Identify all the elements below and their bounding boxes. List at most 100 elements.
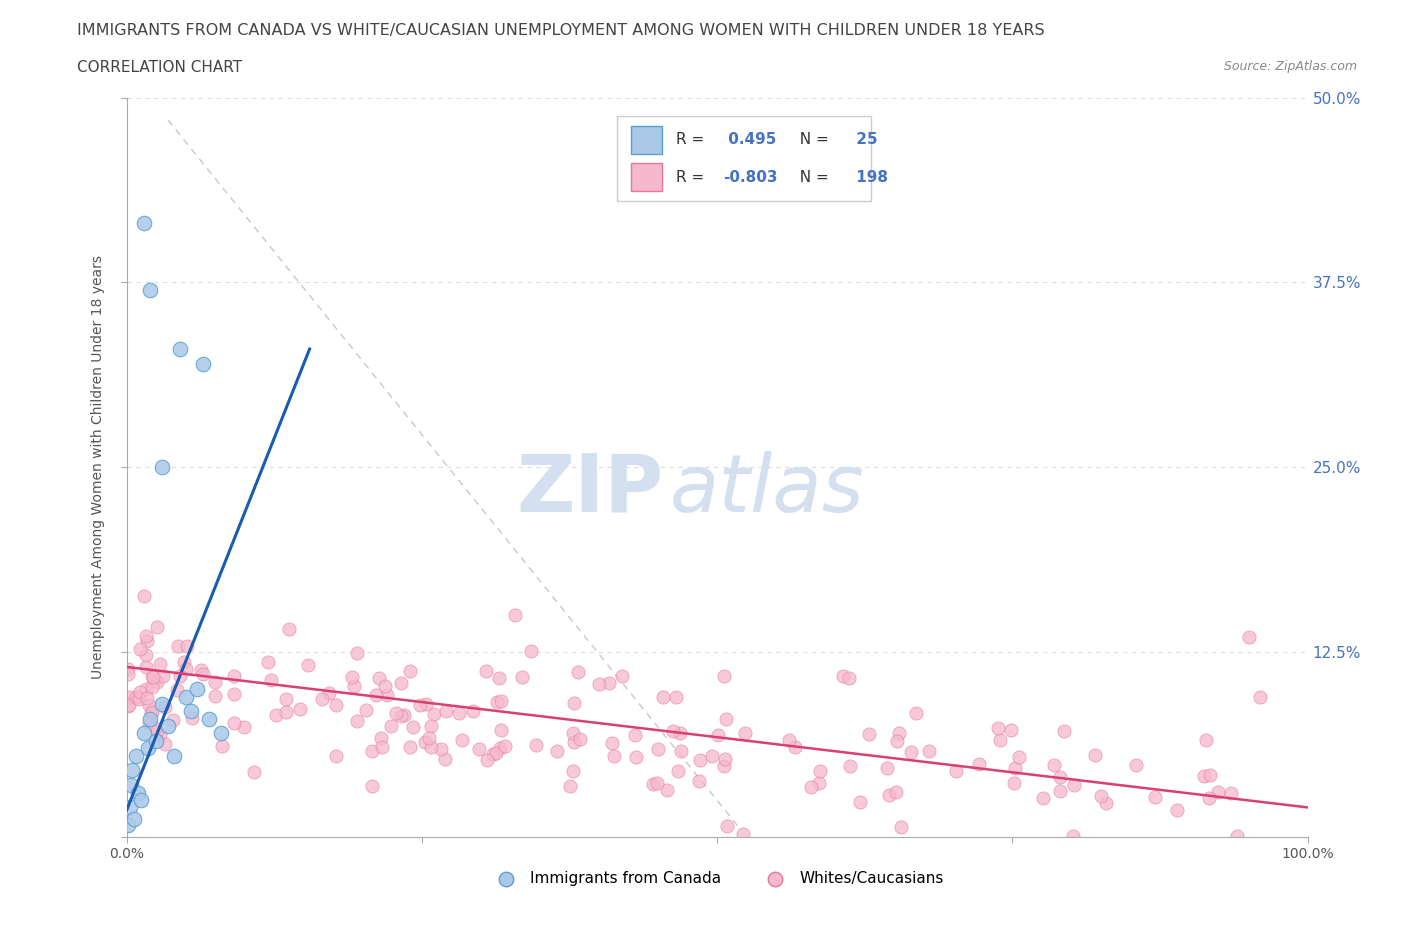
Point [1090, 789, 1112, 804]
Point [128, 684, 150, 699]
Point [191, 667, 214, 682]
Point [624, 750, 647, 764]
Point [800, 779, 823, 794]
Point [655, 782, 678, 797]
Point [117, 667, 139, 682]
Point [600, 736, 623, 751]
Point [135, 659, 157, 674]
Point [623, 727, 645, 742]
Point [118, 698, 141, 712]
Point [146, 674, 169, 689]
Point [503, 608, 526, 623]
Point [117, 661, 139, 676]
Point [988, 733, 1011, 748]
Point [494, 738, 516, 753]
Point [560, 778, 582, 793]
Legend: Immigrants from Canada, Whites/Caucasians: Immigrants from Canada, Whites/Caucasian… [485, 865, 949, 892]
Point [1208, 784, 1230, 799]
Point [967, 757, 990, 772]
Point [491, 723, 513, 737]
Point [141, 706, 163, 721]
Point [562, 725, 585, 740]
FancyBboxPatch shape [617, 116, 870, 201]
Point [141, 680, 163, 695]
Point [117, 698, 139, 713]
Point [134, 216, 156, 231]
Point [274, 704, 297, 719]
Point [1053, 724, 1076, 738]
FancyBboxPatch shape [631, 126, 662, 154]
Point [136, 741, 159, 756]
Point [318, 685, 340, 700]
Point [149, 657, 172, 671]
Point [139, 711, 162, 726]
Point [135, 628, 157, 643]
Point [510, 670, 533, 684]
Point [641, 777, 664, 792]
Point [714, 751, 737, 766]
Point [325, 698, 347, 712]
Point [714, 711, 737, 726]
Point [491, 693, 513, 708]
Point [374, 678, 396, 693]
Point [987, 721, 1010, 736]
Point [485, 694, 508, 709]
Point [169, 341, 191, 356]
Point [256, 655, 278, 670]
Point [181, 711, 204, 725]
Text: CORRELATION CHART: CORRELATION CHART [77, 60, 242, 75]
Point [481, 747, 503, 762]
Point [918, 744, 941, 759]
Point [716, 818, 738, 833]
Point [122, 812, 145, 827]
Text: Source: ZipAtlas.com: Source: ZipAtlas.com [1223, 60, 1357, 73]
Point [1095, 796, 1118, 811]
Text: N =: N = [790, 132, 834, 148]
Point [1063, 777, 1085, 792]
Point [385, 706, 408, 721]
Point [415, 697, 437, 711]
Point [163, 749, 186, 764]
Point [423, 707, 446, 722]
Point [150, 460, 173, 474]
Text: IMMIGRANTS FROM CANADA VS WHITE/CAUCASIAN UNEMPLOYMENT AMONG WOMEN WITH CHILDREN: IMMIGRANTS FROM CANADA VS WHITE/CAUCASIA… [77, 23, 1045, 38]
Point [169, 669, 191, 684]
Point [662, 724, 685, 738]
Point [564, 695, 586, 710]
Point [858, 727, 880, 742]
Point [877, 788, 900, 803]
Point [1063, 828, 1085, 843]
Point [193, 356, 215, 371]
Point [398, 663, 420, 678]
Point [1042, 757, 1064, 772]
Point [260, 672, 283, 687]
Point [138, 698, 160, 712]
Point [211, 738, 233, 753]
Point [647, 741, 669, 756]
Point [153, 699, 176, 714]
Point [1032, 790, 1054, 805]
Point [945, 764, 967, 778]
Point [152, 669, 174, 684]
Point [141, 704, 163, 719]
Point [488, 671, 510, 685]
Point [652, 689, 675, 704]
Point [190, 663, 212, 678]
Point [905, 706, 928, 721]
Point [343, 679, 366, 694]
Point [1002, 775, 1025, 790]
Point [224, 686, 246, 701]
Point [849, 794, 872, 809]
Point [132, 589, 155, 604]
Point [562, 764, 585, 778]
Point [419, 719, 441, 734]
Point [242, 764, 264, 779]
Point [146, 619, 169, 634]
Point [713, 759, 735, 774]
FancyBboxPatch shape [631, 164, 662, 192]
Y-axis label: Unemployment Among Women with Children Under 18 years: Unemployment Among Women with Children U… [91, 256, 105, 679]
Point [354, 702, 377, 717]
Point [135, 647, 157, 662]
Point [135, 633, 157, 648]
Point [136, 690, 159, 705]
